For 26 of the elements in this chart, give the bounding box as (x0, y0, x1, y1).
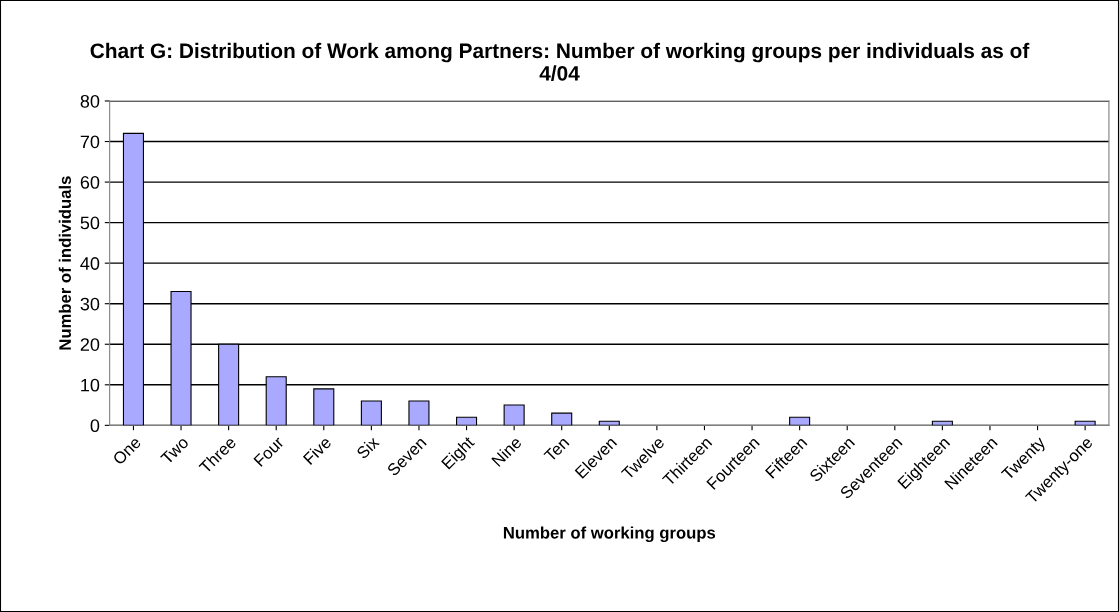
x-axis-title: Number of working groups (503, 526, 716, 543)
y-tick-label: 10 (81, 378, 100, 392)
y-tick-label: 80 (80, 94, 100, 108)
x-tick-label: One (112, 435, 142, 466)
bar (789, 416, 811, 426)
y-tick-label: 70 (80, 135, 100, 149)
x-tick-label: Ten (543, 436, 570, 463)
x-tick-label: Six (355, 435, 380, 460)
y-tick-label: 60 (80, 176, 100, 189)
x-tick-label: Two (160, 435, 190, 466)
y-tick-label: 30 (80, 297, 100, 311)
bar (1074, 420, 1096, 426)
y-tick-label: 20 (80, 338, 100, 351)
x-tick-label: Nine (490, 435, 523, 467)
bar (503, 404, 525, 426)
bar (360, 400, 382, 426)
bar (408, 400, 430, 426)
bar (455, 416, 478, 426)
y-axis-title: Number of individuals (58, 176, 72, 350)
x-tick-label: Five (302, 435, 332, 466)
y-tick-label: 0 (90, 419, 100, 433)
y-tick-label: 40 (80, 257, 100, 270)
y-tick-label: 50 (80, 216, 100, 230)
bar (551, 412, 573, 426)
chart-title: Chart G: Distribution of Work among Partners: Number of working groups per individuals as of 4/04 (90, 42, 1030, 81)
bar (313, 388, 335, 426)
